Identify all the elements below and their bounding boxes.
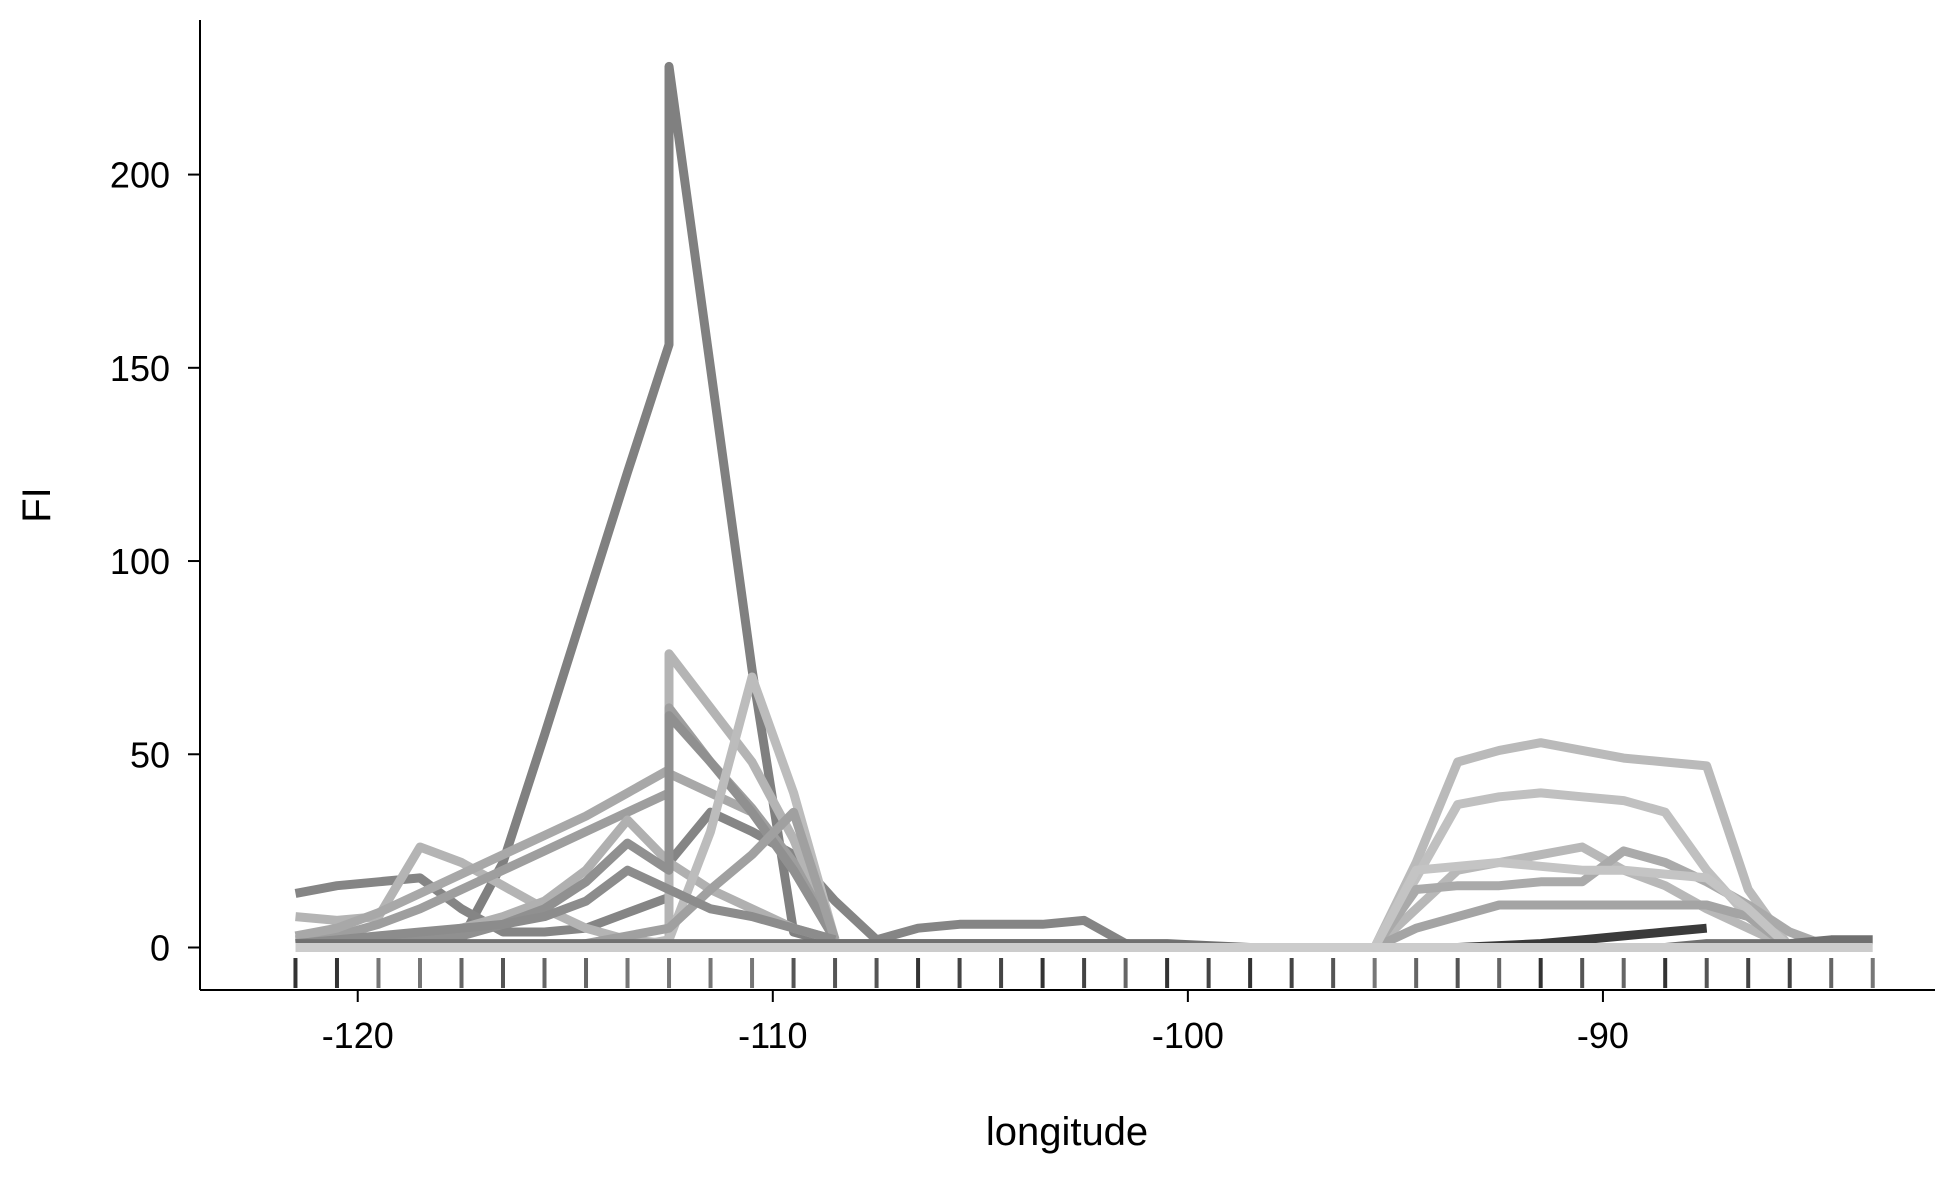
series-line-15 — [1372, 900, 1793, 952]
y-tick-label: 50 — [130, 734, 170, 775]
series-line-16 — [1370, 858, 1793, 951]
x-tick-label: -120 — [322, 1015, 394, 1056]
series-layer — [294, 61, 1873, 952]
series-line-5 — [294, 765, 839, 943]
y-axis-label: FI — [15, 487, 59, 523]
ticks-layer: -120 -110 -100 -90 0 50 100 150 200 — [110, 155, 1629, 1056]
y-tick-label: 150 — [110, 348, 170, 389]
x-tick-label: -110 — [738, 1015, 807, 1056]
x-axis-label: longitude — [986, 1110, 1148, 1154]
series-line-1 — [295, 61, 1168, 952]
series-line-10 — [295, 865, 837, 949]
y-tick-label: 0 — [150, 927, 170, 968]
x-tick-label: -100 — [1152, 1015, 1224, 1056]
axes-layer — [199, 20, 1935, 991]
y-tick-label: 100 — [110, 541, 170, 582]
series-line-11 — [1370, 738, 1794, 951]
y-tick-label: 200 — [110, 155, 170, 196]
x-tick-label: -90 — [1577, 1015, 1629, 1056]
rug-layer — [293, 958, 1875, 988]
